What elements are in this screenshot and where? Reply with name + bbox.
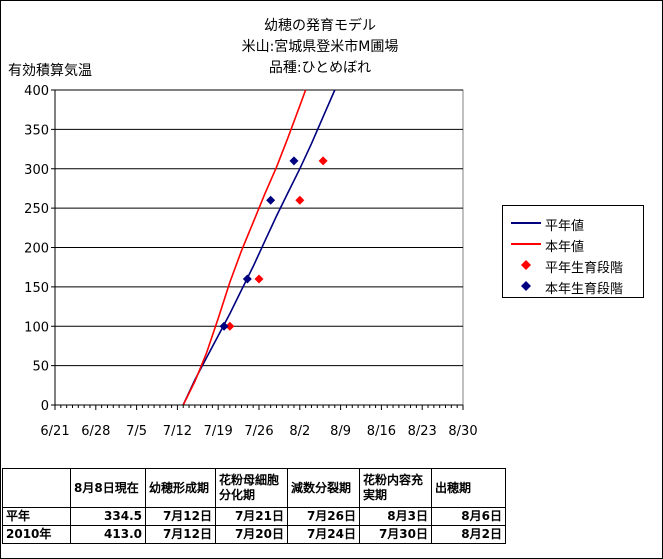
chart-title: 幼穂の発育モデル	[264, 18, 376, 34]
x-tick-label: 6/21	[40, 424, 69, 439]
x-tick-label: 8/16	[367, 424, 396, 439]
x-tick-label: 7/12	[163, 424, 192, 439]
y-axis-label: 有効積算気温	[8, 63, 92, 79]
legend-marker-navy-diamond	[521, 281, 531, 291]
table-cell: 2010年	[2, 525, 71, 544]
chart-subtitle-variety: 品種:ひとめぼれ	[268, 60, 372, 76]
legend-line-navy	[511, 222, 541, 224]
x-tick-label: 6/28	[81, 424, 110, 439]
table-cell: 平年	[2, 507, 71, 526]
chart-legend: 平年値 本年値 平年生育段階 本年生育段階	[502, 205, 644, 298]
table-row: 2010年 413.0 7月12日 7月20日 7月24日 7月30日 8月2日	[2, 525, 506, 544]
x-tick-label: 7/5	[126, 424, 147, 439]
x-tick-label: 8/9	[330, 424, 351, 439]
table-header-cell: 減数分裂期	[287, 468, 360, 508]
y-tick-label: 50	[32, 360, 49, 375]
table-cell: 7月21日	[215, 507, 288, 526]
x-tick-label: 8/23	[408, 424, 437, 439]
stage-marker	[254, 274, 264, 284]
table-header-cell: 8月8日現在	[70, 468, 146, 508]
legend-item-honnen: 本年値	[503, 235, 643, 255]
stage-marker	[318, 156, 328, 166]
x-tick-label: 7/26	[244, 424, 273, 439]
table-header-cell: 幼穂形成期	[145, 468, 216, 508]
legend-label: 本年値	[545, 240, 585, 255]
y-tick-label: 250	[24, 202, 49, 217]
legend-item-heinen: 平年値	[503, 214, 643, 234]
table-cell: 7月30日	[359, 525, 432, 544]
grid-lines	[55, 89, 463, 367]
x-tick-label: 8/30	[448, 424, 477, 439]
x-tick-label: 7/19	[204, 424, 233, 439]
y-tick-label: 0	[41, 399, 49, 414]
table-header-cell: 花粉内容充実期	[359, 468, 432, 508]
table-cell: 8月2日	[431, 525, 506, 544]
y-tick-label: 350	[24, 123, 49, 138]
stage-marker	[289, 156, 299, 166]
legend-marker-red-diamond	[521, 260, 531, 270]
stage-marker	[225, 321, 235, 331]
legend-item-heinen-stage: 平年生育段階	[503, 256, 643, 276]
stage-marker	[242, 274, 252, 284]
stage-marker	[219, 321, 229, 331]
legend-line-red	[511, 243, 541, 245]
table-cell: 7月20日	[215, 525, 288, 544]
series-layer	[182, 89, 336, 406]
chart-subtitle-location: 米山:宮城県登米市M圃場	[241, 39, 399, 55]
table-cell: 8月6日	[431, 507, 506, 526]
y-tick-label: 200	[24, 242, 49, 257]
series-line	[182, 89, 336, 406]
stage-table: 8月8日現在 幼穂形成期 花粉母細胞分化期 減数分裂期 花粉内容充実期 出穂期 …	[2, 468, 506, 544]
table-cell: 7月26日	[287, 507, 360, 526]
table-row: 平年 334.5 7月12日 7月21日 7月26日 8月3日 8月6日	[2, 507, 506, 526]
table-cell: 7月24日	[287, 525, 360, 544]
stage-marker	[295, 195, 305, 205]
chart-plot: 有効積算気温 0 50 100 150 200 250 300 350 400 6/21 6/28 7…	[8, 63, 478, 439]
y-tick-label: 100	[24, 320, 49, 335]
y-tick-label: 150	[24, 281, 49, 296]
table-cell: 8月3日	[359, 507, 432, 526]
table-header-cell: 花粉母細胞分化期	[215, 468, 288, 508]
table-header-cell: 出穂期	[431, 468, 506, 508]
legend-item-honnen-stage: 本年生育段階	[503, 277, 643, 297]
table-cell: 7月12日	[145, 525, 216, 544]
table-header-row: 8月8日現在 幼穂形成期 花粉母細胞分化期 減数分裂期 花粉内容充実期 出穂期	[2, 468, 506, 508]
y-tick-label: 300	[24, 163, 49, 178]
table-cell: 334.5	[70, 507, 146, 526]
axes: 0 50 100 150 200 250 300 350 400 6/21 6/28 7/5 7/12 7…	[24, 84, 477, 439]
table-cell: 413.0	[70, 525, 146, 544]
legend-label: 平年生育段階	[545, 261, 624, 276]
x-tick-label: 8/2	[289, 424, 310, 439]
y-tick-label: 400	[24, 84, 49, 99]
table-cell: 7月12日	[145, 507, 216, 526]
stage-marker	[266, 195, 276, 205]
legend-label: 平年値	[545, 219, 585, 234]
legend-label: 本年生育段階	[545, 282, 624, 297]
series-line	[182, 89, 307, 406]
table-header-cell	[2, 468, 71, 508]
